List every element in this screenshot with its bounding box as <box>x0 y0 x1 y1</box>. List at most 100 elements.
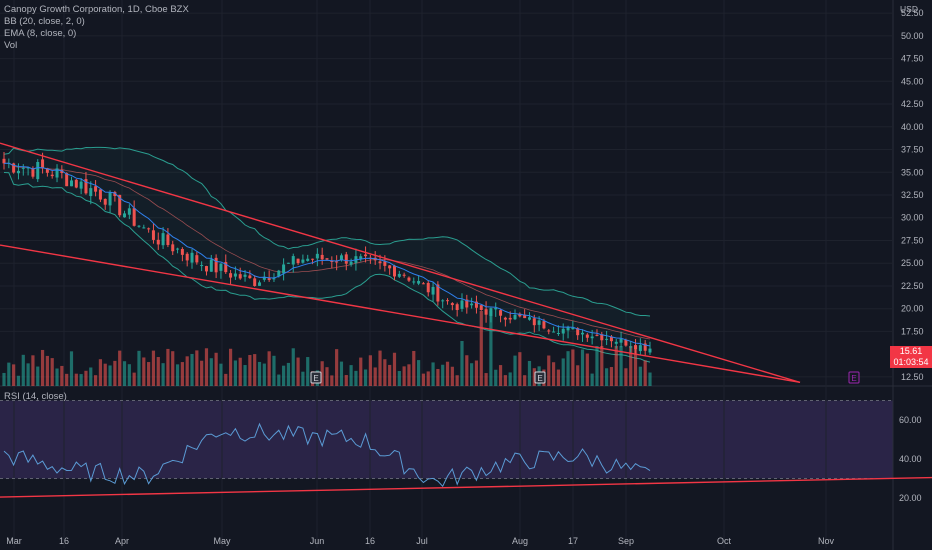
volume-bar <box>566 351 570 386</box>
volume-bar <box>421 373 426 386</box>
candle-body <box>315 253 319 259</box>
volume-bar <box>330 375 334 386</box>
volume-bar <box>571 349 575 386</box>
candle-body <box>224 262 228 273</box>
candle-body <box>142 227 146 229</box>
symbol-title[interactable]: Canopy Growth Corporation, 1D, Cboe BZX <box>4 4 189 15</box>
candle-body <box>147 228 151 230</box>
candle-body <box>214 257 218 273</box>
candle-body <box>74 179 78 188</box>
countdown-timer: 01:03:54 <box>893 357 929 367</box>
volume-bar <box>605 368 609 386</box>
volume-bar <box>60 365 64 386</box>
candle-body <box>643 343 647 351</box>
candle-body <box>527 317 531 320</box>
candle-body <box>417 280 421 284</box>
volume-bar <box>277 374 281 386</box>
volume-bar <box>373 367 377 386</box>
volume-bar <box>460 341 464 386</box>
volume-bar <box>498 365 503 386</box>
price-tick-label: 50.00 <box>901 31 924 41</box>
volume-bar <box>624 368 628 386</box>
candle-body <box>137 225 141 227</box>
price-tick-label: 42.50 <box>901 99 924 109</box>
time-tick-label: May <box>213 536 231 546</box>
candle-body <box>60 169 64 174</box>
candle-body <box>21 167 25 169</box>
volume-bar <box>45 355 49 386</box>
volume-bar <box>40 349 45 386</box>
candle-body <box>470 303 474 306</box>
volume-bar <box>580 349 585 386</box>
candle-body <box>79 181 83 189</box>
volume-bar <box>561 358 565 386</box>
volume-bar <box>151 350 156 386</box>
volume-bar <box>190 353 194 386</box>
price-tick-label: 27.50 <box>901 235 924 245</box>
last-price-tag: 15.61 01:03:54 <box>890 346 932 368</box>
price-tick-label: 30.00 <box>901 213 924 223</box>
time-tick-label: 16 <box>365 536 375 546</box>
candle-body <box>103 198 107 205</box>
rsi-line <box>3 422 651 488</box>
time-tick-label: 16 <box>59 536 69 546</box>
price-tick-label: 47.50 <box>901 54 924 64</box>
volume-bar <box>7 362 11 386</box>
candle-body <box>585 334 589 338</box>
rsi-tick-label: 20.00 <box>899 493 922 503</box>
candle-body <box>84 179 88 194</box>
candle-body <box>243 274 247 277</box>
candle-body <box>233 273 237 277</box>
candle-body <box>238 274 242 279</box>
volume-bar <box>296 357 300 386</box>
candle-body <box>552 331 556 333</box>
candle-body <box>499 310 503 316</box>
volume-bar <box>127 364 131 386</box>
rsi-tick-label: 40.00 <box>899 454 922 464</box>
candle-body <box>171 244 175 252</box>
bb-indicator-label[interactable]: BB (20, close, 2, 0) <box>4 16 85 27</box>
candle-body <box>581 332 585 335</box>
candle-body <box>614 341 618 344</box>
candle-body <box>296 258 300 264</box>
candle-body <box>600 334 604 341</box>
volume-bar <box>69 351 74 386</box>
price-tick-label: 32.50 <box>901 190 924 200</box>
volume-bar <box>16 375 21 386</box>
candle-body <box>151 230 155 240</box>
candle-body <box>311 258 315 260</box>
volume-bar <box>600 346 604 386</box>
price-tick-label: 40.00 <box>901 122 924 132</box>
volume-bar <box>614 346 618 386</box>
volume-bar <box>484 373 488 386</box>
volume-bar <box>2 372 6 386</box>
volume-indicator-label[interactable]: Vol <box>4 40 18 51</box>
time-tick-label: Nov <box>818 536 835 546</box>
candle-body <box>624 339 628 346</box>
candle-body <box>229 273 233 278</box>
candle-body <box>460 300 464 309</box>
volume-bar <box>209 358 213 386</box>
candle-body <box>335 261 339 263</box>
volume-bar <box>228 348 233 386</box>
candle-body <box>209 259 213 272</box>
candle-body <box>286 262 290 264</box>
ema-indicator-label[interactable]: EMA (8, close, 0) <box>4 28 77 39</box>
volume-bar <box>214 352 218 386</box>
candle-body <box>605 338 609 340</box>
candle-body <box>446 300 450 302</box>
candle-body <box>26 167 30 169</box>
candle-body <box>161 233 165 246</box>
rsi-indicator-label[interactable]: RSI (14, close) <box>4 391 67 402</box>
volume-bar <box>479 311 483 386</box>
volume-bar <box>156 357 160 386</box>
volume-bar <box>267 351 271 386</box>
volume-bar <box>416 360 421 386</box>
price-tick-label: 25.00 <box>901 258 924 268</box>
volume-bar <box>180 362 184 386</box>
earnings-marker-upcoming: E <box>848 371 860 384</box>
candle-body <box>383 261 387 266</box>
rsi-tick-label: 60.00 <box>899 415 922 425</box>
volume-bar <box>103 363 107 386</box>
